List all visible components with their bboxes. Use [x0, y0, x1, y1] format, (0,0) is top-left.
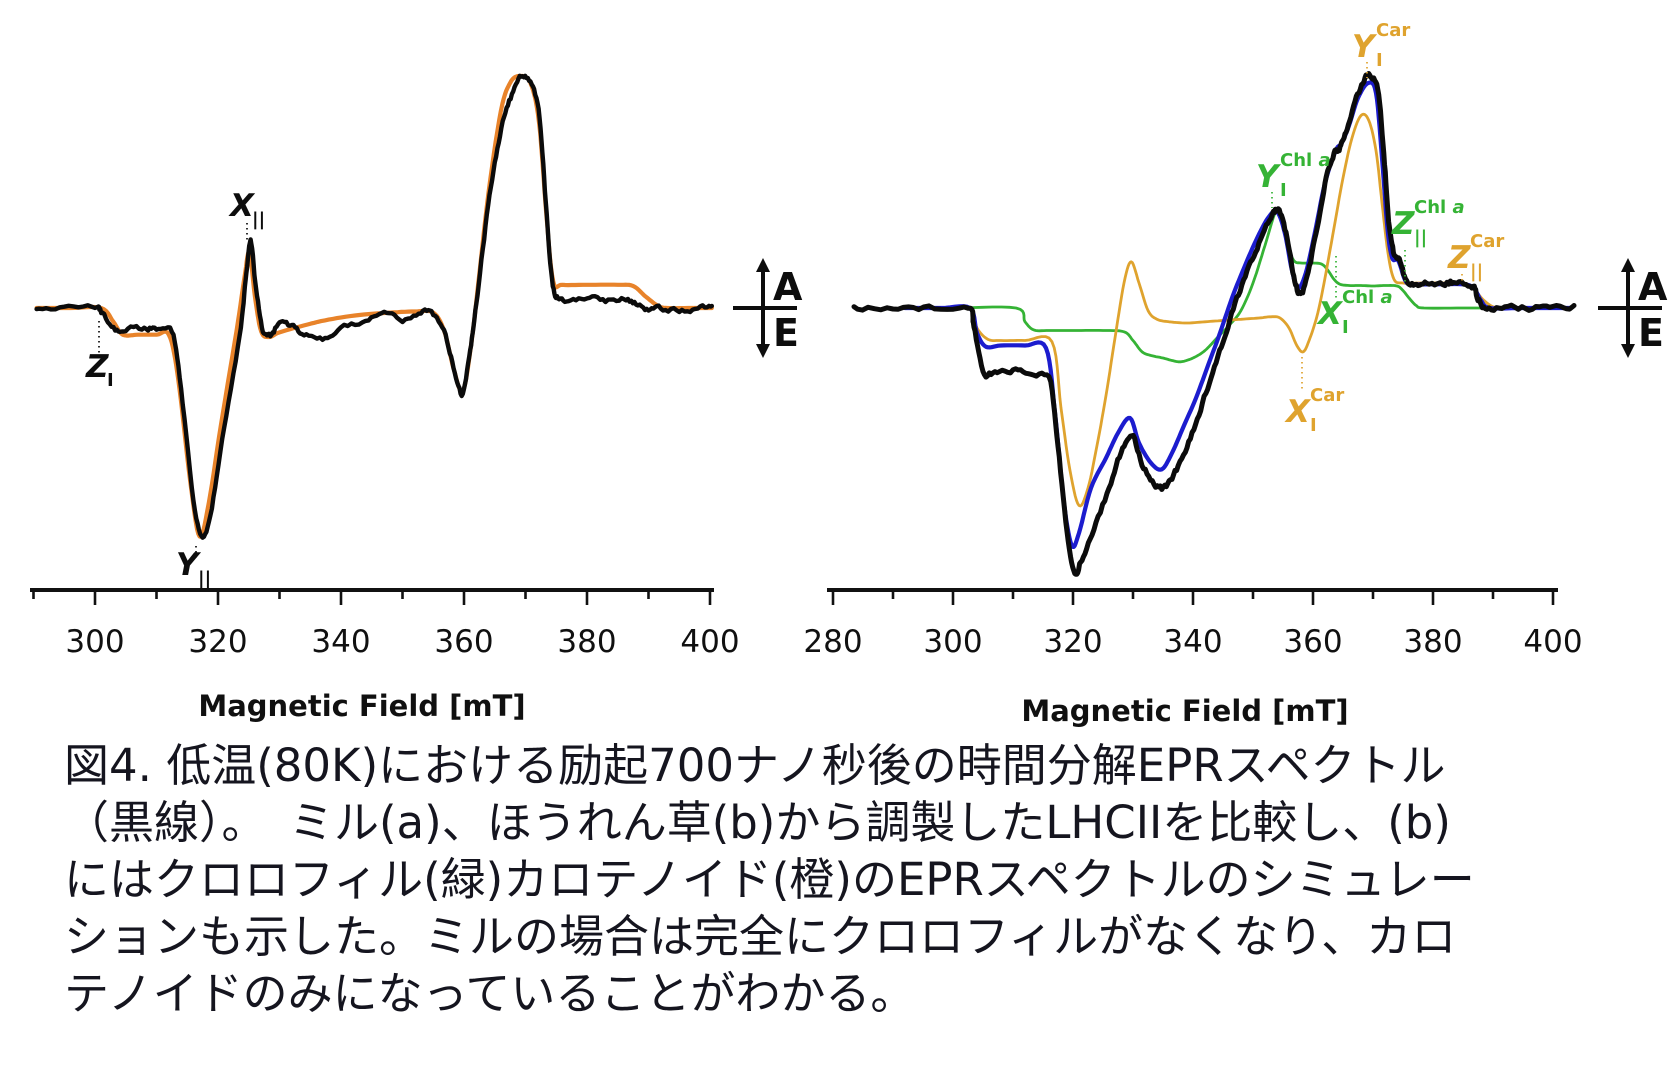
- emission-label: E: [1638, 311, 1664, 355]
- annotation-main: Y: [1256, 159, 1282, 195]
- x-axis-label: Magnetic Field [mT]: [198, 689, 525, 723]
- annotation-main: Z: [1447, 240, 1471, 276]
- tick-label-360: 360: [1283, 624, 1342, 660]
- caption-line: ションも示した。ミルの場合は完全にクロロフィルがなくなり、カロ: [64, 910, 1457, 963]
- annotation-superscript: Car: [1470, 231, 1504, 252]
- annotation-subscript: ||: [198, 568, 211, 589]
- annotation-superscript: Chl a: [1414, 197, 1465, 218]
- figure-caption: 図4. 低温(80K)における励起700ナノ秒後の時間分解EPRスペクトル （黒…: [64, 737, 1624, 1022]
- annotation-main: Z: [85, 349, 109, 385]
- annotation-subscript: ||: [252, 209, 265, 230]
- tick-label-360: 360: [434, 624, 493, 660]
- tick-label-380: 380: [1403, 624, 1462, 660]
- annotation-superscript: Chl a: [1280, 150, 1331, 171]
- caption-line: テノイドのみになっていることがわかる。: [64, 967, 916, 1020]
- series-experiment-panel-b: [851, 71, 1577, 577]
- annotation-superscript: Car: [1376, 20, 1410, 41]
- up-arrow-icon: [1621, 258, 1635, 272]
- tick-label-300: 300: [65, 624, 124, 660]
- annotation-superscript: Chl a: [1342, 287, 1393, 308]
- down-arrow-icon: [1621, 344, 1635, 358]
- tick-label-280: 280: [803, 624, 862, 660]
- tick-label-320: 320: [188, 624, 247, 660]
- annotation-main: X: [228, 188, 256, 224]
- emission-label: E: [773, 311, 799, 355]
- annotation-subscript: I: [1376, 50, 1383, 71]
- caption-line: 図4. 低温(80K)における励起700ナノ秒後の時間分解EPRスペクトル: [64, 739, 1446, 792]
- annotation-superscript: Car: [1310, 385, 1344, 406]
- annotation-main: X: [1316, 296, 1344, 332]
- tick-label-320: 320: [1043, 624, 1102, 660]
- annotation-subscript: I: [1280, 180, 1287, 201]
- annotation-main: Y: [1352, 29, 1378, 65]
- down-arrow-icon: [756, 344, 770, 358]
- tick-label-400: 400: [680, 624, 739, 660]
- tick-label-340: 340: [1163, 624, 1222, 660]
- series-experiment-panel-a: [34, 73, 714, 540]
- annotation-subscript: I: [1342, 317, 1349, 338]
- x-axis-label: Magnetic Field [mT]: [1021, 694, 1348, 728]
- annotation-main: Y: [176, 547, 202, 583]
- tick-label-400: 400: [1523, 624, 1582, 660]
- up-arrow-icon: [756, 258, 770, 272]
- series-simulation-carotenoid-panel-a: [34, 73, 714, 539]
- annotation-subscript: ||: [1414, 227, 1427, 248]
- annotation-subscript: I: [107, 370, 114, 391]
- absorption-label: A: [773, 265, 803, 309]
- caption-line: （黒線）。 ミル(a)、ほうれん草(b)から調製したLHCIIを比較し、(b): [64, 796, 1451, 849]
- absorption-label: A: [1638, 265, 1668, 309]
- annotation-main: Z: [1391, 206, 1415, 242]
- annotation-main: X: [1284, 394, 1312, 430]
- tick-label-300: 300: [923, 624, 982, 660]
- tick-label-380: 380: [557, 624, 616, 660]
- series-simulation-chlorophyll-panel-b: [897, 209, 1543, 364]
- annotation-subscript: ||: [1470, 261, 1483, 282]
- tick-label-340: 340: [311, 624, 370, 660]
- annotation-subscript: I: [1310, 415, 1317, 436]
- caption-line: にはクロロフィル(緑)カロテノイド(橙)のEPRスペクトルのシミュレー: [64, 853, 1475, 906]
